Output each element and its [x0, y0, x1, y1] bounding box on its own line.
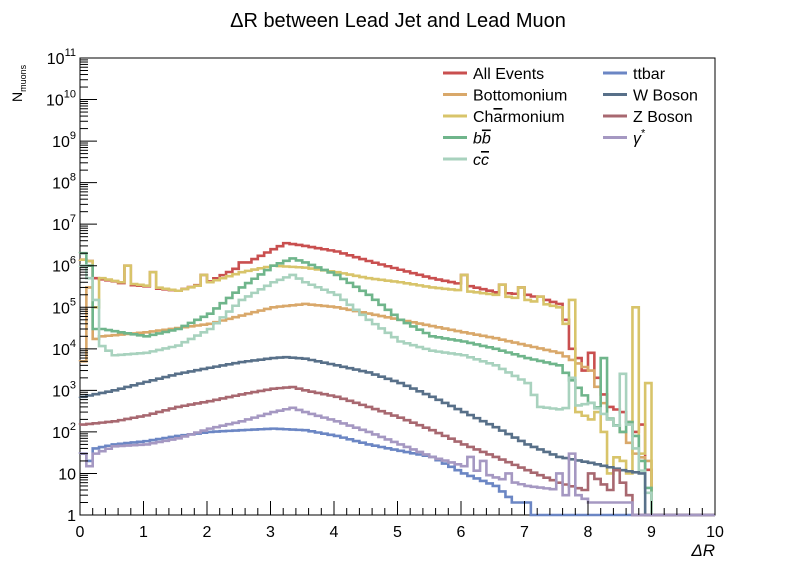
legend-item-2: Charmonium — [443, 109, 565, 126]
chart-title: ΔR between Lead Jet and Lead Muon — [230, 10, 566, 32]
legend-label: ttbar — [633, 66, 666, 83]
x-tick-label: 5 — [393, 524, 402, 541]
x-tick-label: 6 — [457, 524, 466, 541]
x-axis-label: ΔR — [690, 541, 715, 560]
x-tick-label: 8 — [584, 524, 593, 541]
x-tick-label: 1 — [139, 524, 148, 541]
y-tick-label: 105 — [52, 296, 76, 317]
legend-item-6: W Boson — [603, 88, 698, 105]
series-line-4 — [78, 264, 715, 517]
series-group — [78, 241, 715, 517]
legend-label: cc — [473, 152, 489, 169]
y-tick-label: 102 — [52, 421, 76, 442]
y-tick-label: 106 — [52, 255, 76, 276]
x-tick-label: 7 — [520, 524, 529, 541]
x-tick-label: 3 — [266, 524, 275, 541]
x-tick-label: 2 — [203, 524, 212, 541]
x-tick-label: 4 — [330, 524, 339, 541]
y-tick-label: 108 — [52, 172, 76, 193]
y-tick-label: 1 — [67, 508, 76, 525]
series-line-5 — [78, 427, 715, 517]
series-line-3 — [78, 251, 715, 517]
legend-item-5: ttbar — [603, 66, 666, 83]
legend-item-1: Bottomonium — [443, 88, 567, 105]
y-tick-label: 103 — [52, 379, 76, 400]
axes-group: 0 1 2 3 4 5 6 7 8 9 101101021031041051061071081091… — [46, 47, 724, 541]
y-tick-label: 1011 — [47, 47, 76, 68]
series-line-8 — [78, 406, 715, 517]
y-tick-label: 10 — [58, 466, 76, 483]
legend-item-7: Z Boson — [603, 109, 693, 126]
legend-item-8: γ* — [603, 128, 646, 148]
y-axis-label-main: N — [9, 92, 25, 102]
y-tick-label: 104 — [52, 338, 76, 359]
svg-text:Nmuons: Nmuons — [9, 64, 28, 102]
x-tick-label: 10 — [706, 524, 724, 541]
legend-item-3: bb — [443, 131, 491, 148]
legend-item-4: cc — [443, 152, 489, 169]
legend-label: W Boson — [633, 88, 698, 105]
legend-label: bb — [473, 131, 491, 148]
x-tick-label: 9 — [647, 524, 656, 541]
y-tick-label: 109 — [52, 130, 76, 151]
legend-label: All Events — [473, 66, 544, 83]
x-tick-label: 0 — [76, 524, 85, 541]
legend-label: Bottomonium — [473, 88, 567, 105]
series-line-2 — [78, 258, 715, 517]
legend-item-0: All Events — [443, 66, 544, 83]
y-axis-label-subscript: muons — [18, 64, 28, 92]
y-tick-label: 107 — [52, 213, 76, 234]
y-tick-label: 1010 — [46, 89, 76, 110]
y-axis-label: Nmuons — [9, 64, 28, 102]
legend-label: γ* — [633, 128, 646, 148]
series-line-6 — [78, 355, 715, 517]
legend-label: Z Boson — [633, 109, 693, 126]
legend: All Events Bottomonium Charmonium bb cc ttbar… — [443, 66, 698, 169]
legend-label: Charmonium — [473, 109, 565, 126]
title-group: ΔR between Lead Jet and Lead Muon — [230, 10, 566, 32]
